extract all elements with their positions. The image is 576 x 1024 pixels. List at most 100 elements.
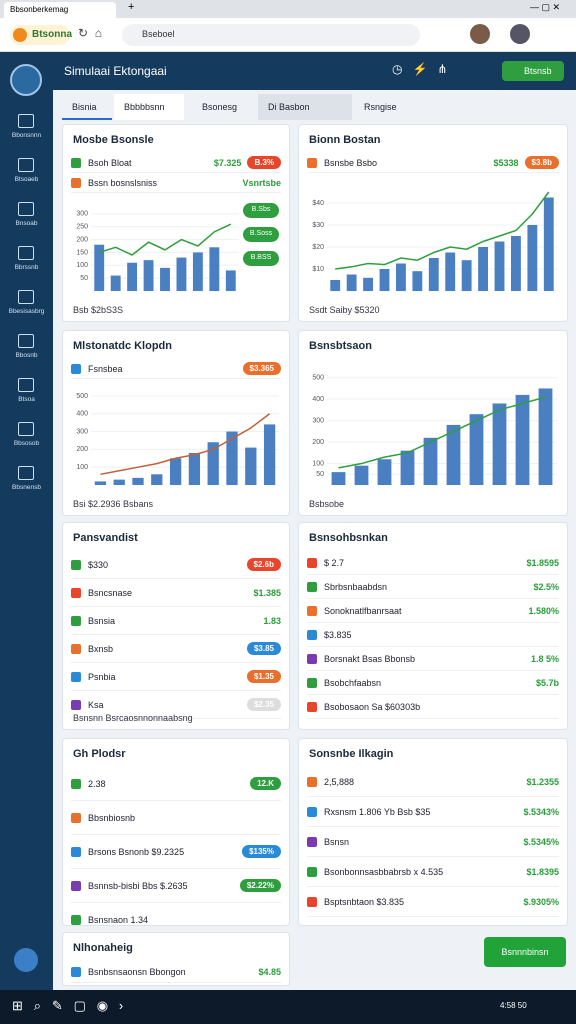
sidebar-label: Bbosnb [15, 352, 38, 359]
sidebar-icon[interactable] [18, 422, 34, 436]
window-controls[interactable]: — ▢ ✕ [530, 2, 561, 12]
bar [423, 437, 438, 485]
row-value: $.5345% [523, 836, 559, 847]
bar [538, 388, 553, 485]
browser-tab[interactable]: Bbsonberkemag [4, 2, 116, 18]
row-value: $1.2355 [526, 776, 559, 787]
pill[interactable]: $3.85 [246, 642, 281, 655]
sidebar-icon[interactable] [18, 158, 34, 172]
pill[interactable]: $3.8b [524, 156, 559, 169]
card-row: $330 $2.6b [71, 551, 281, 579]
row-icon [307, 896, 317, 907]
card: Nlhonaheig Bsnbsnsaonsn Bbongon $4.85 [62, 932, 290, 986]
bar [331, 472, 346, 485]
tab[interactable]: Bbbbbsnn [114, 94, 184, 120]
action-button[interactable]: Bsnnnbinsn [484, 937, 566, 967]
chart-tag[interactable]: B.Soss [243, 227, 279, 242]
bar [330, 280, 341, 291]
sidebar-logo [10, 64, 42, 96]
pill[interactable]: $1.35 [246, 670, 281, 683]
pill[interactable]: B.3% [247, 156, 281, 169]
url-field[interactable]: Bseboel [122, 24, 420, 46]
row-label: $ 2.7 [324, 557, 345, 568]
row-label: Rxsnsm 1.806 Yb Bsb $35 [324, 806, 431, 817]
bar [354, 465, 369, 485]
bar [94, 481, 107, 485]
row-label: Bbsnbiosnb [88, 812, 136, 823]
card-row: Ksa $2.35 [71, 691, 281, 719]
bar [143, 260, 154, 291]
card-row: Psnbia $1.35 [71, 663, 281, 691]
card-row: Bsncsnase $1.385 [71, 579, 281, 607]
pill[interactable]: 12.K [250, 777, 281, 790]
pill[interactable]: $3.365 [242, 362, 281, 375]
bar [207, 442, 219, 485]
pill[interactable]: $135% [242, 845, 281, 858]
bar [478, 247, 488, 291]
header-button[interactable]: Btsnsb [502, 61, 564, 81]
card-row: Rxsnsm 1.806 Yb Bsb $35 $.5343% [307, 797, 559, 827]
card-row: Bxnsb $3.85 [71, 635, 281, 663]
nav-buttons[interactable]: ↻ ⌂ [78, 26, 102, 40]
tab[interactable]: Bsonesg [202, 102, 238, 112]
chart-tag[interactable]: B.Sbs [243, 203, 279, 218]
row-icon [71, 157, 81, 168]
sidebar-label: Btsoa [18, 396, 35, 403]
row-value: $1.385 [253, 587, 281, 598]
row-icon [307, 701, 317, 712]
sidebar-icon[interactable] [18, 114, 34, 128]
tab[interactable]: Di Basbon [258, 94, 352, 120]
row-label: Fsnsbea [88, 363, 123, 374]
sidebar-icon[interactable] [18, 246, 34, 260]
row-label: Bsoh Bloat [88, 157, 132, 168]
pill[interactable]: $2.22% [239, 879, 281, 892]
bar [445, 252, 456, 291]
sidebar-icon[interactable] [18, 466, 34, 480]
bar [494, 241, 505, 291]
sidebar-label: Btsoaeb [14, 176, 39, 183]
row-label: 2.38 [88, 778, 106, 789]
card-row: Brsons Bsnonb $9.2325 $135% [71, 835, 281, 869]
bar [346, 274, 357, 291]
sidebar-fab[interactable] [14, 948, 38, 972]
tab[interactable]: Rsngise [364, 102, 397, 112]
pill[interactable]: $2.6b [246, 558, 281, 571]
chart-tag[interactable]: B.BSS [243, 251, 279, 266]
sidebar-icon[interactable] [18, 202, 34, 216]
tabs: Bisnia Bbbbbsnn Bsonesg Di Basbon Rsngise [62, 94, 568, 120]
header-icons[interactable]: ◷ ⚡ ⋔ [392, 62, 448, 76]
row-icon [307, 776, 317, 787]
bar [363, 277, 373, 291]
y-tick-label: 500 [76, 393, 88, 400]
row-value: 1.8 5% [530, 653, 559, 664]
bar [151, 474, 163, 485]
card-row: Bsobosaon Sa $60303b [307, 695, 559, 719]
row-icon [71, 643, 81, 654]
sidebar-icon[interactable] [18, 334, 34, 348]
row-label: Bsnsnaon 1.34 [88, 914, 149, 925]
pill[interactable]: $2.35 [246, 698, 281, 711]
bar [469, 414, 484, 485]
y-tick-label: 200 [76, 236, 88, 243]
row-icon [307, 157, 317, 168]
taskbar-icons[interactable]: ⊞ ⌕ ✎ ▢ ◉ › [12, 998, 124, 1013]
y-tick-label: $40 [312, 200, 324, 207]
row-icon [307, 677, 317, 688]
avatar[interactable] [510, 24, 530, 44]
card-row: Bsnsbe Bsbo $5338 $3.8b [307, 153, 559, 173]
card-row: 2,5,888 $1.2355 [307, 767, 559, 797]
row-icon [71, 846, 81, 857]
card-row: $ 2.7 $1.8595 [307, 551, 559, 575]
tab-strip: Bbsonberkemag + — ▢ ✕ [0, 0, 576, 18]
sidebar-icon[interactable] [18, 290, 34, 304]
card-title: Sonsnbe Ilkagin [309, 748, 394, 760]
bar [113, 479, 125, 485]
new-tab[interactable]: + [128, 1, 135, 13]
bar [263, 424, 276, 485]
row-label: Bsnnsb-bisbi Bbs $.2635 [88, 880, 188, 891]
row-value: 1.83 [263, 615, 281, 626]
sidebar-icon[interactable] [18, 378, 34, 392]
avatar[interactable] [470, 24, 490, 44]
tab[interactable]: Bisnia [62, 94, 112, 120]
